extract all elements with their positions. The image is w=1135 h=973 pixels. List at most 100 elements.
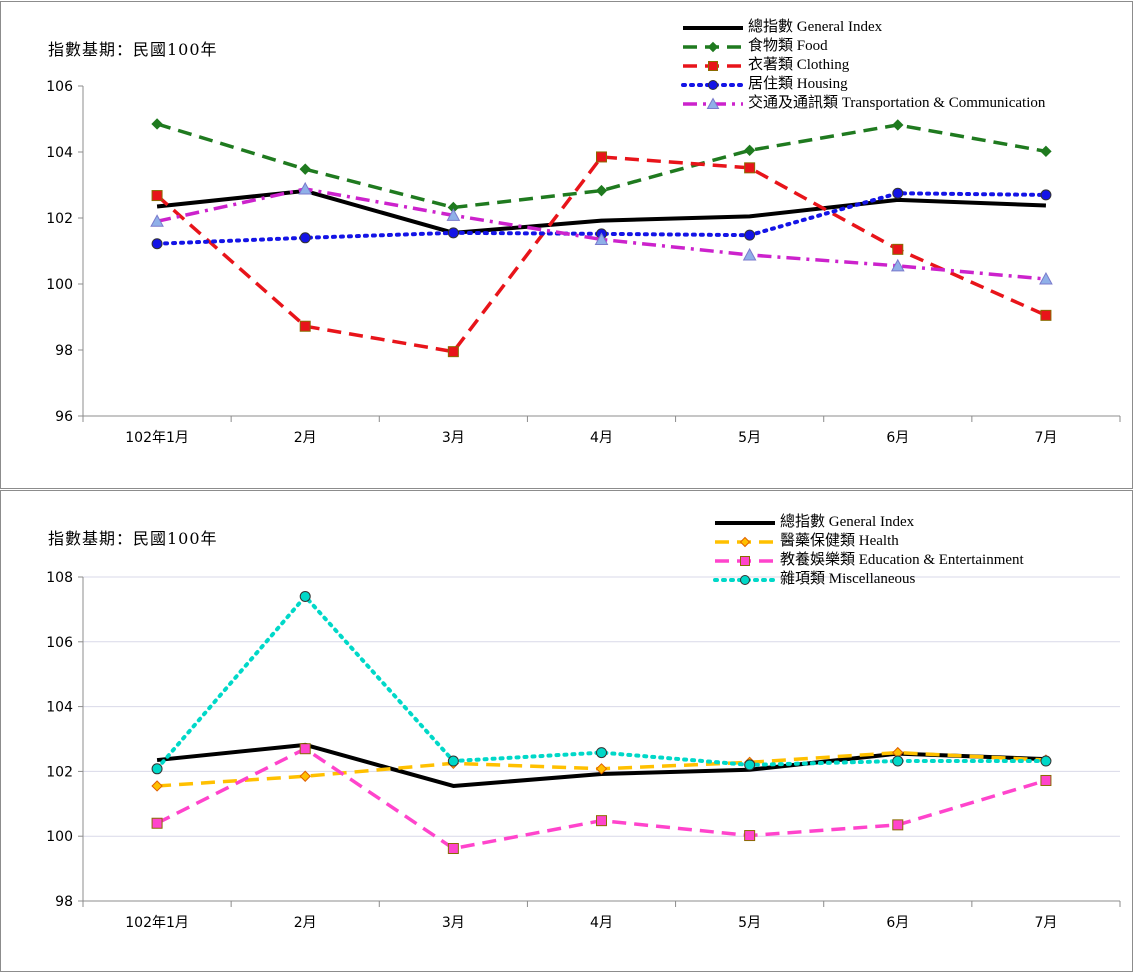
data-point-clothing <box>892 243 904 255</box>
x-tick-label: 102年1月 <box>125 915 189 931</box>
legend-label: 總指數 General Index <box>748 19 883 35</box>
data-point-transportation-communication <box>298 181 313 195</box>
data-point-miscellaneous <box>596 747 607 759</box>
legend-item: 交通及通訊類 Transportation & Communication <box>681 94 1045 113</box>
series-education-entertainment <box>151 743 1052 855</box>
legend-item: 衣著類 Clothing <box>681 56 1045 75</box>
data-point-transportation-communication <box>150 214 164 227</box>
data-point-housing <box>892 187 904 199</box>
data-point-transportation-communication <box>446 208 461 221</box>
legend-upper: 總指數 General Index 食物類 Food 衣著類 Clothing 居住類… <box>681 18 1045 113</box>
legend-item: 食物類 Food <box>681 37 1045 56</box>
legend-label: 食物類 Food <box>748 38 828 54</box>
data-point-clothing <box>299 320 311 332</box>
y-tick-label: 104 <box>46 145 73 161</box>
legend-marker-transportation-communication <box>706 96 720 109</box>
y-tick-label: 108 <box>46 570 73 586</box>
legend-lower: 總指數 General Index 醫藥保健類 Health 教養娛樂類 Educa… <box>713 513 1024 589</box>
x-tick-label: 5月 <box>738 430 761 446</box>
data-point-housing <box>1040 189 1052 201</box>
series-housing <box>151 187 1052 250</box>
series-line-miscellaneous <box>155 594 1048 771</box>
base-period-note: 指數基期：民國100年 <box>48 40 218 59</box>
y-tick-label: 98 <box>55 343 73 359</box>
data-point-food <box>1040 145 1052 158</box>
data-point-miscellaneous <box>299 590 311 602</box>
legend-marker-housing <box>708 79 718 90</box>
legend-swatch-transportation-communication <box>683 96 743 109</box>
data-point-education-entertainment <box>1040 774 1052 786</box>
line-chart-lower: 98 100 102 104 106 108 102年1月 2月 3月 4月 5月 6月 7月 <box>46 570 1121 931</box>
data-point-miscellaneous <box>151 763 163 775</box>
legend-label: 衣著類 Clothing <box>748 57 850 73</box>
legend-swatch-health <box>715 536 775 547</box>
data-point-education-entertainment <box>151 817 163 829</box>
data-point-education-entertainment <box>744 830 756 842</box>
data-point-clothing <box>596 151 607 163</box>
legend-marker-miscellaneous <box>740 574 750 585</box>
data-point-transportation-communication <box>1039 272 1053 285</box>
x-tick-label: 102年1月 <box>125 430 189 446</box>
y-tick-label: 102 <box>46 211 73 227</box>
data-point-clothing <box>744 162 756 174</box>
x-tick-label: 4月 <box>590 430 613 446</box>
data-point-food <box>151 118 163 130</box>
data-point-transportation-communication <box>890 258 905 272</box>
data-point-food <box>743 144 756 157</box>
legend-swatch-general-index <box>683 25 743 30</box>
base-period-note: 指數基期：民國100年 <box>48 529 218 548</box>
legend-item: 醫藥保健類 Health <box>713 532 1024 551</box>
data-point-health <box>299 770 311 782</box>
x-tick-label: 4月 <box>590 915 613 931</box>
legend-item: 總指數 General Index <box>681 18 1045 37</box>
data-point-food <box>892 119 904 131</box>
line-chart-upper: 96 98 100 102 104 106 102年1月 2月 3月 4月 5月 6月 7月 <box>46 79 1121 446</box>
chart-panel-upper: 指數基期：民國100年 96 98 100 102 104 106 102年1月 2月 3月 4月… <box>0 1 1133 489</box>
legend-swatch-food <box>683 41 743 52</box>
legend-label: 教養娛樂類 Education & Entertainment <box>780 552 1024 568</box>
data-point-miscellaneous <box>744 759 756 771</box>
x-tick-label: 3月 <box>442 430 465 446</box>
y-tick-label: 98 <box>55 894 73 910</box>
legend-swatch-education-entertainment <box>715 555 775 566</box>
x-tick-label: 6月 <box>886 915 909 931</box>
data-point-food <box>299 163 311 175</box>
data-point-education-entertainment <box>299 743 311 755</box>
x-tick-label: 2月 <box>294 915 317 931</box>
data-point-food <box>595 184 608 197</box>
y-tick-label: 96 <box>55 409 73 425</box>
legend-label: 交通及通訊類 Transportation & Communication <box>748 95 1046 111</box>
y-tick-label: 100 <box>46 829 73 845</box>
x-tick-label: 7月 <box>1034 430 1057 446</box>
legend-label: 居住類 Housing <box>748 76 848 92</box>
legend-swatch-clothing <box>683 60 743 71</box>
data-point-transportation-communication <box>594 232 609 245</box>
legend-label: 醫藥保健類 Health <box>780 533 899 549</box>
series-transportation-communication <box>150 181 1053 285</box>
data-point-miscellaneous <box>892 755 904 767</box>
legend-item: 居住類 Housing <box>681 75 1045 94</box>
data-point-miscellaneous <box>447 755 459 767</box>
data-point-miscellaneous <box>1040 755 1052 767</box>
data-point-health <box>595 763 608 775</box>
x-tick-label: 6月 <box>886 430 909 446</box>
legend-swatch-miscellaneous <box>713 574 777 585</box>
legend-item: 雜項類 Miscellaneous <box>713 570 1024 589</box>
data-point-education-entertainment <box>596 815 607 827</box>
data-point-clothing <box>151 190 163 202</box>
data-point-housing <box>744 229 756 241</box>
series-food <box>151 118 1052 214</box>
data-point-housing <box>151 238 163 250</box>
series-line-general-index <box>156 188 1047 235</box>
legend-marker-education-entertainment <box>740 555 750 566</box>
x-tick-label: 2月 <box>294 430 317 446</box>
legend-marker-food <box>707 41 719 52</box>
data-point-clothing <box>1040 309 1052 321</box>
y-tick-label: 104 <box>46 700 73 716</box>
series-clothing <box>151 151 1052 358</box>
chart-panel-lower: 指數基期：民國100年 98 100 102 104 106 108 102年1月 2月 3月 4… <box>0 490 1133 972</box>
legend-swatch-housing <box>681 79 745 90</box>
legend-item: 教養娛樂類 Education & Entertainment <box>713 551 1024 570</box>
y-tick-label: 106 <box>46 79 73 95</box>
x-tick-label: 5月 <box>738 915 761 931</box>
